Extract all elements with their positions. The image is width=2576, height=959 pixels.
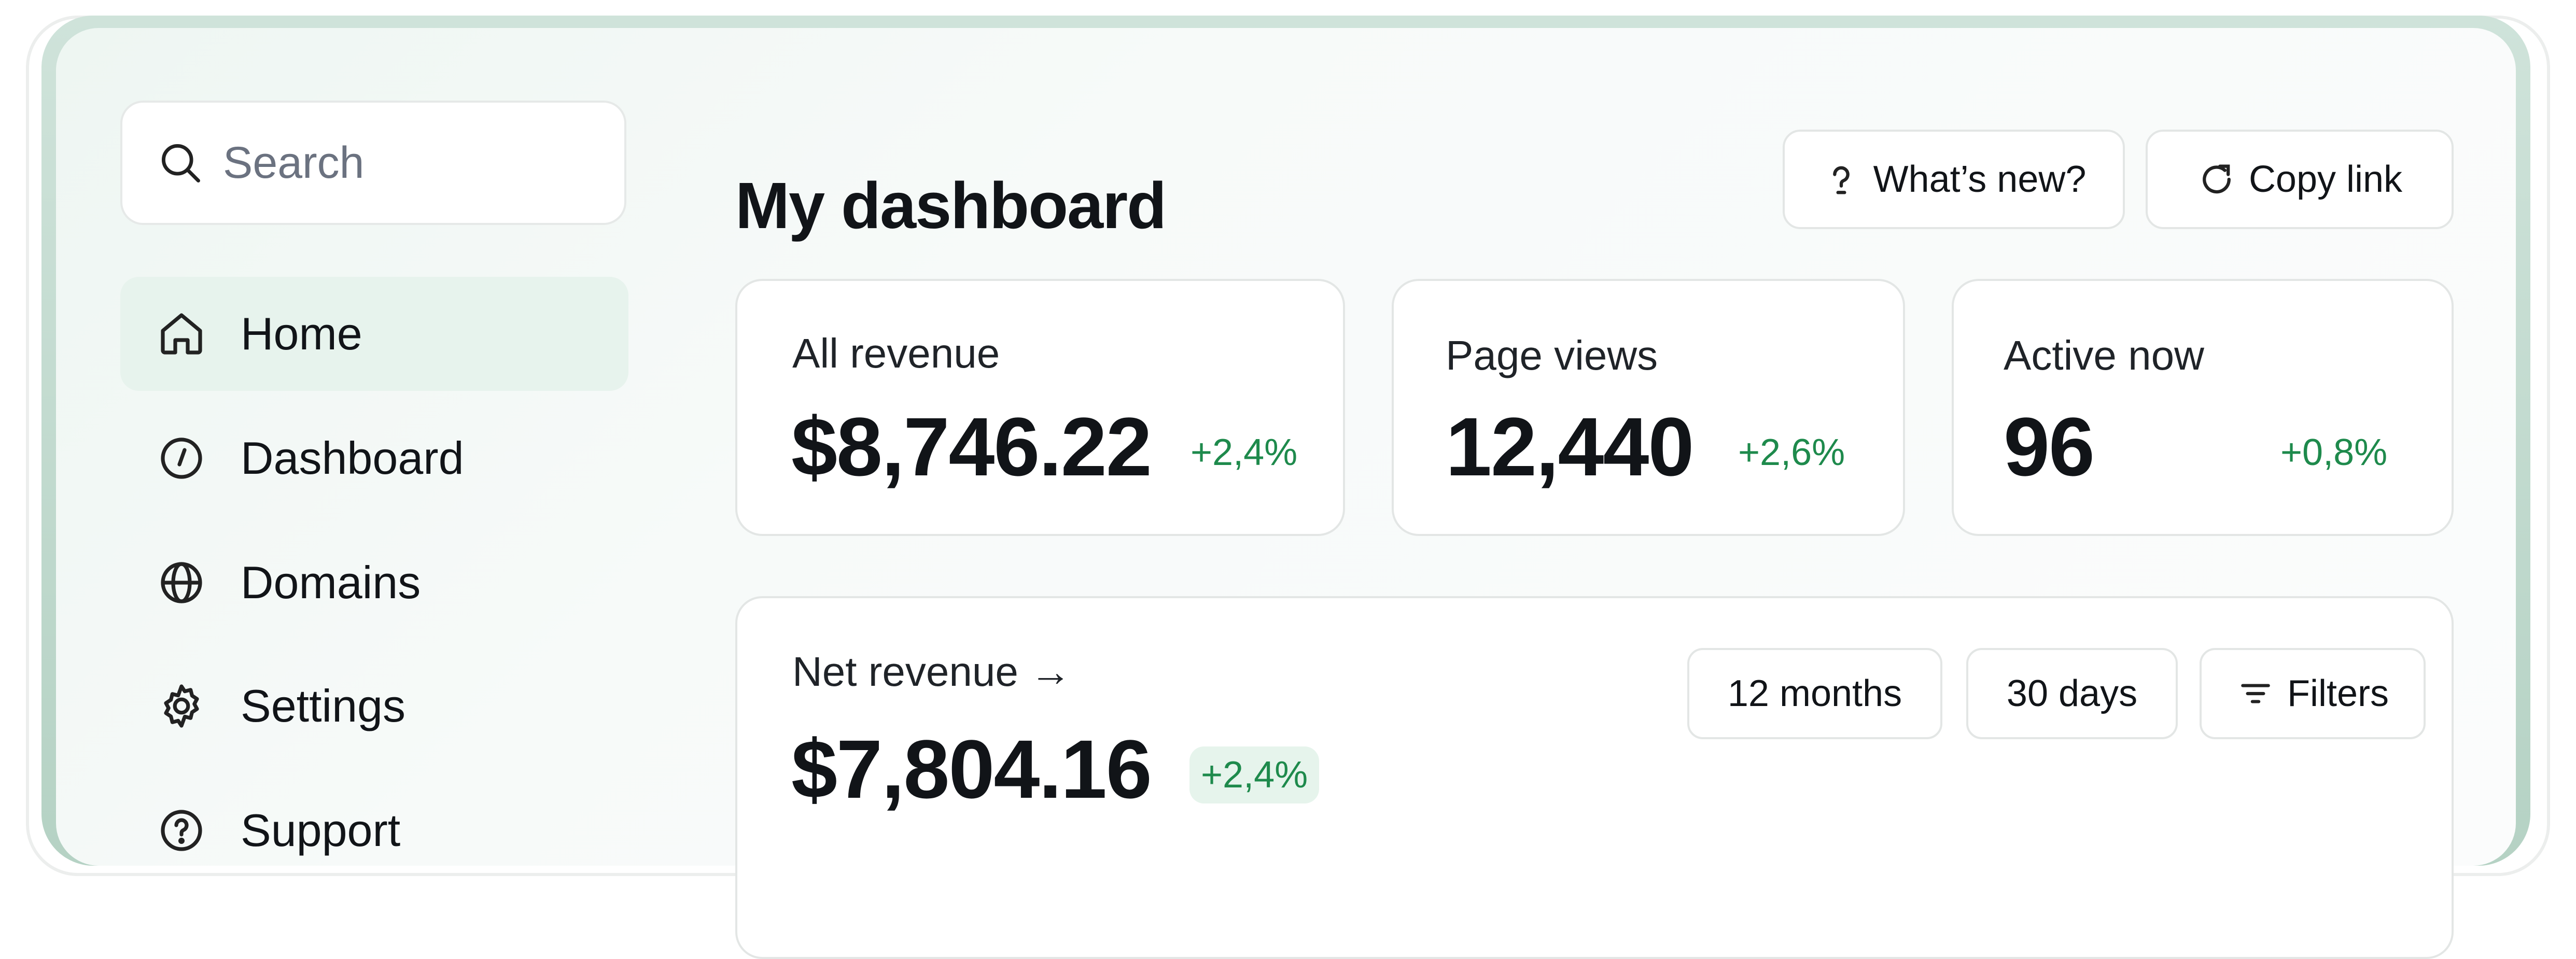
sidebar-item-label: Domains bbox=[241, 557, 421, 608]
help-circle-icon bbox=[161, 810, 202, 851]
sidebar-item-settings[interactable]: Settings bbox=[120, 649, 628, 763]
stat-label: Active now bbox=[2004, 332, 2204, 378]
stat-card-all-revenue: All revenue $8,746.22 +2,4% bbox=[735, 279, 1345, 536]
net-revenue-value: $7,804.16 bbox=[791, 723, 1152, 815]
home-icon bbox=[161, 313, 202, 355]
sidebar-item-support[interactable]: Support bbox=[120, 773, 628, 887]
search-box[interactable] bbox=[120, 101, 626, 225]
stat-card-page-views: Page views 12,440 +2,6% bbox=[1392, 279, 1905, 536]
lightbulb-icon bbox=[1832, 166, 1850, 194]
sidebar-item-label: Settings bbox=[241, 680, 405, 731]
filters-label: Filters bbox=[2287, 673, 2389, 714]
search-input[interactable] bbox=[223, 137, 586, 189]
link-icon bbox=[2203, 164, 2231, 194]
sidebar-item-label: Dashboard bbox=[241, 432, 464, 484]
range-30-days-label: 30 days bbox=[2006, 673, 2138, 714]
search-icon bbox=[161, 144, 200, 182]
net-revenue-card: Net revenue → $7,804.16 +2,4% bbox=[735, 596, 2454, 959]
filters-button[interactable]: Filters bbox=[2200, 648, 2426, 739]
sidebar-item-label: Home bbox=[241, 308, 362, 359]
range-12-months-label: 12 months bbox=[1727, 673, 1902, 714]
stat-label: Page views bbox=[1446, 332, 1658, 378]
range-30-days-button[interactable]: 30 days bbox=[1966, 648, 2178, 739]
copy-link-label: Copy link bbox=[2248, 159, 2403, 200]
gear-icon bbox=[164, 684, 199, 728]
app-window: Home Dashboard Domains Settings bbox=[41, 16, 2530, 959]
net-revenue-link[interactable]: Net revenue → bbox=[792, 648, 1072, 695]
sidebar-item-home[interactable]: Home bbox=[120, 277, 628, 391]
net-revenue-delta: +2,4% bbox=[1189, 746, 1320, 803]
whats-new-button[interactable]: What’s new? bbox=[1783, 130, 2125, 229]
stat-label: All revenue bbox=[792, 330, 1000, 376]
stat-delta: +2,4% bbox=[1191, 432, 1298, 473]
filter-icon bbox=[2241, 684, 2270, 703]
range-12-months-button[interactable]: 12 months bbox=[1687, 648, 1942, 739]
whats-new-label: What’s new? bbox=[1873, 159, 2087, 200]
stat-value: 12,440 bbox=[1446, 400, 1694, 493]
compass-icon bbox=[161, 438, 202, 479]
stat-value: $8,746.22 bbox=[791, 400, 1152, 493]
copy-link-button[interactable]: Copy link bbox=[2146, 130, 2454, 229]
stat-value: 96 bbox=[2004, 400, 2095, 493]
stat-delta: +2,6% bbox=[1738, 432, 1845, 473]
globe-icon bbox=[161, 562, 202, 603]
sidebar-item-label: Support bbox=[241, 805, 401, 856]
app-content: Home Dashboard Domains Settings bbox=[56, 28, 2516, 959]
stat-card-active-now: Active now 96 +0,8% bbox=[1952, 279, 2454, 536]
stat-delta: +0,8% bbox=[2280, 432, 2388, 473]
sidebar-item-dashboard[interactable]: Dashboard bbox=[120, 401, 628, 515]
page-title: My dashboard bbox=[735, 169, 1167, 242]
sidebar-item-domains[interactable]: Domains bbox=[120, 526, 628, 640]
